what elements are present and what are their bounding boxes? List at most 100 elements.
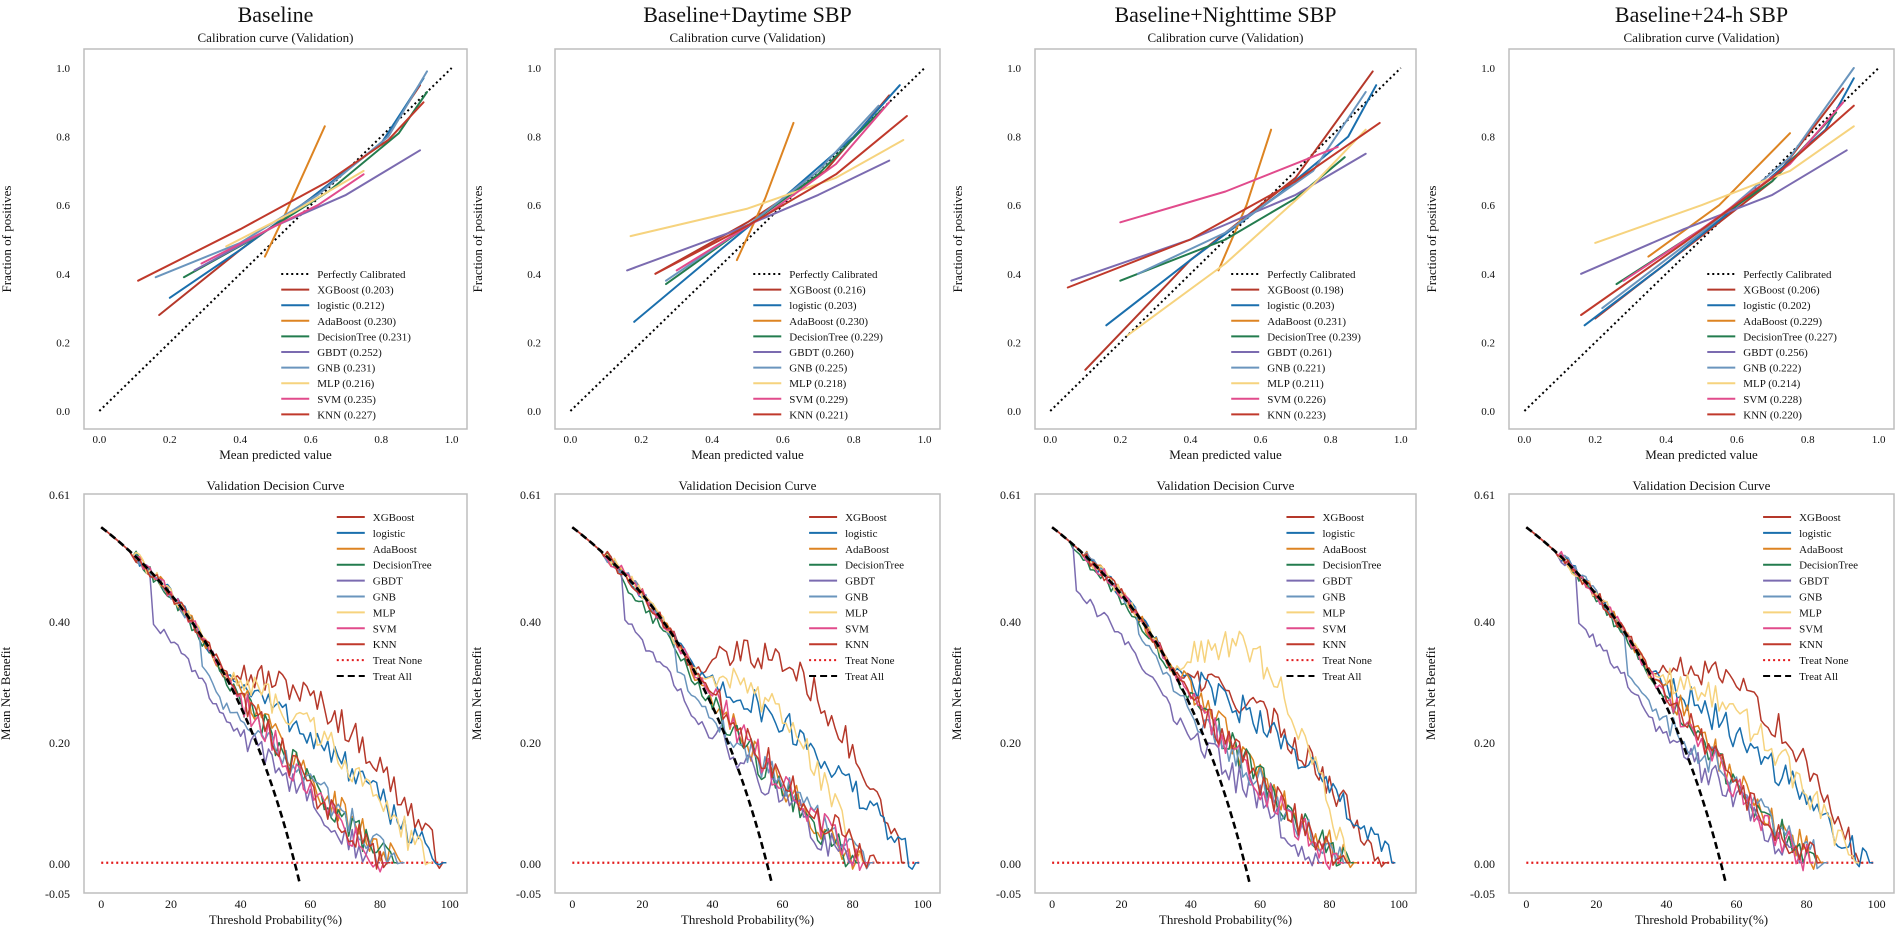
decision-curve-xgboost <box>571 526 906 864</box>
legend-label: GNB <box>845 592 868 604</box>
calibration-frame <box>83 48 468 430</box>
x-tick-label: 0.6 <box>304 434 318 446</box>
legend-label: logistic (0.212) <box>317 300 385 312</box>
decision-curve-mlp <box>571 526 867 864</box>
y-tick-label: 0.6 <box>1007 200 1021 212</box>
calibration-curve-decisiontree <box>182 91 428 279</box>
group-title: Baseline+24-h SBP <box>1615 2 1788 27</box>
x-tick-label: 0.0 <box>1043 434 1057 446</box>
legend-label: GBDT <box>373 576 403 588</box>
legend-label: logistic (0.202) <box>1743 300 1811 312</box>
calibration-curve-gnb <box>1601 67 1855 310</box>
x-tick-label: 100 <box>441 897 459 911</box>
calibration-curve-xgboost <box>1084 70 1374 371</box>
panel-group-2: Baseline+Daytime SBP Calibration curve (V… <box>469 2 941 927</box>
x-tick-label: 0.2 <box>1588 434 1602 446</box>
decision-plot: Validation Decision Curve 0 20 40 60 80 100 0.6… <box>1423 478 1895 927</box>
x-tick-label: 0.8 <box>1801 434 1815 446</box>
y-tick-label: 0.2 <box>1481 337 1495 349</box>
legend-label: AdaBoost <box>373 544 417 556</box>
decision-curve-decisiontree <box>1051 526 1354 867</box>
calibration-curve-mlp <box>1594 125 1855 244</box>
legend-label: MLP <box>845 607 868 619</box>
y-tick-label: 1.0 <box>1007 63 1021 75</box>
calibration-curve-decisiontree <box>1119 156 1346 282</box>
group-title: Baseline <box>238 2 314 27</box>
legend-label: logistic <box>1322 528 1355 540</box>
y-tick-label: 0.40 <box>520 615 541 629</box>
x-tick-label: 0.2 <box>1113 434 1127 446</box>
calibration-plot: Calibration curve (Validation) 0.0 0.2 0.4 0… <box>1424 30 1895 462</box>
legend-label: AdaBoost (0.230) <box>317 316 396 328</box>
x-tick-label: 0 <box>569 897 575 911</box>
decision-curve-svm <box>100 526 387 873</box>
x-tick-label: 0.8 <box>1324 434 1338 446</box>
decision-frame <box>1508 493 1895 894</box>
legend-label: Treat None <box>373 655 423 667</box>
legend-label: KNN (0.223) <box>1267 409 1326 421</box>
panel-group-4: Baseline+24-h SBP Calibration curve (Vali… <box>1423 2 1895 927</box>
legend-label: MLP (0.211) <box>1267 378 1324 390</box>
legend-label: Treat None <box>1322 655 1372 667</box>
x-tick-label: 40 <box>706 897 718 911</box>
decision-title: Validation Decision Curve <box>1633 478 1771 493</box>
calibration-title: Calibration curve (Validation) <box>1148 30 1304 45</box>
x-axis-label: Mean predicted value <box>691 447 804 462</box>
x-axis-label: Threshold Probability(%) <box>681 912 814 927</box>
x-tick-label: 60 <box>777 897 789 911</box>
decision-curve-gbdt <box>1051 526 1323 867</box>
treat-all-line <box>100 526 302 885</box>
legend-label: DecisionTree (0.227) <box>1743 331 1837 343</box>
calibration-curve-knn <box>654 115 908 275</box>
y-tick-label: 1.0 <box>1481 63 1495 75</box>
x-tick-label: 0.2 <box>634 434 648 446</box>
y-tick-label: 0.61 <box>520 488 541 502</box>
y-tick-label: 0.0 <box>56 406 70 418</box>
calibration-curve-gnb <box>154 70 428 279</box>
x-tick-label: 0.6 <box>1254 434 1268 446</box>
legend-label: GNB <box>1799 592 1822 604</box>
legend-label: GNB <box>1322 592 1345 604</box>
x-tick-label: 80 <box>1324 897 1336 911</box>
legend-label: KNN (0.227) <box>317 409 376 421</box>
legend-label: GBDT <box>845 576 875 588</box>
x-tick-label: 0.4 <box>1659 434 1673 446</box>
legend-label: SVM <box>1799 623 1823 635</box>
legend-label: DecisionTree <box>373 560 432 572</box>
legend-label: XGBoost (0.203) <box>317 285 394 297</box>
calibration-curve-mlp <box>225 169 365 248</box>
y-tick-label: 0.0 <box>1481 406 1495 418</box>
y-tick-label: 0.2 <box>56 337 70 349</box>
legend-label: XGBoost <box>1322 512 1364 524</box>
y-tick-label: 0.00 <box>49 857 70 871</box>
x-tick-label: 40 <box>235 897 247 911</box>
legend-label: GNB (0.231) <box>317 363 375 375</box>
x-tick-label: 20 <box>1590 897 1602 911</box>
legend-label: GBDT <box>1799 576 1829 588</box>
calibration-curve-svm <box>200 173 365 265</box>
calibration-title: Calibration curve (Validation) <box>670 30 826 45</box>
x-tick-label: 1.0 <box>1394 434 1408 446</box>
legend-label: GNB (0.225) <box>789 363 847 375</box>
calibration-curve-gbdt <box>626 159 891 272</box>
x-tick-label: 0.0 <box>92 434 106 446</box>
y-tick-label: 0.00 <box>520 857 541 871</box>
legend-label: DecisionTree (0.229) <box>789 331 883 343</box>
decision-plot: Validation Decision Curve 0 20 40 60 80 100 0.6… <box>949 478 1417 927</box>
legend-label: logistic <box>845 528 878 540</box>
x-axis-label: Threshold Probability(%) <box>1635 912 1768 927</box>
decision-frame <box>554 493 941 894</box>
calibration-title: Calibration curve (Validation) <box>198 30 354 45</box>
x-tick-label: 80 <box>1801 897 1813 911</box>
y-tick-label: 0.8 <box>56 132 70 144</box>
calibration-curve-adaboost <box>1217 128 1273 272</box>
legend-label: KNN <box>1322 639 1346 651</box>
y-tick-label: 0.2 <box>527 337 541 349</box>
legend-label: XGBoost (0.198) <box>1267 285 1344 297</box>
legend-label: SVM (0.229) <box>789 394 848 406</box>
x-axis-label: Mean predicted value <box>1169 447 1282 462</box>
legend-label: XGBoost (0.206) <box>1743 285 1820 297</box>
legend-label: KNN (0.220) <box>1743 409 1802 421</box>
decision-curve-gnb <box>1051 526 1347 864</box>
legend-label: Perfectly Calibrated <box>789 269 878 281</box>
